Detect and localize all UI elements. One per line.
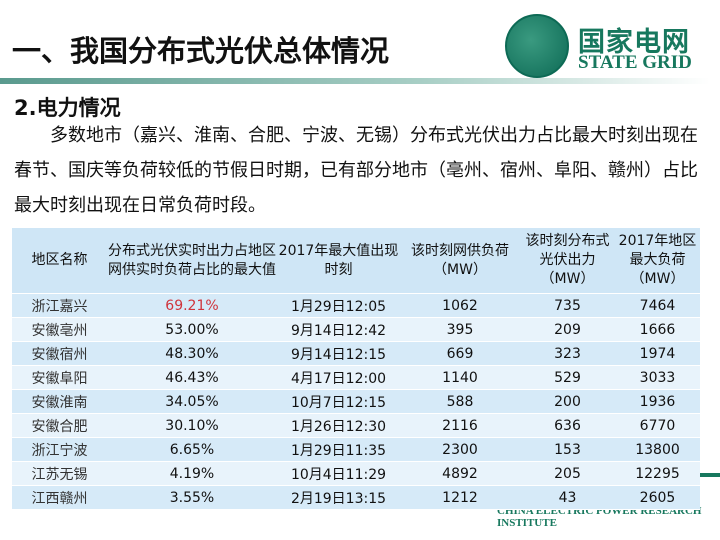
table-cell: 48.30% — [107, 341, 277, 366]
table-cell: 1666 — [615, 317, 700, 342]
table-cell: 1212 — [400, 485, 520, 510]
table-cell: 安徽宿州 — [12, 341, 107, 366]
table-cell: 2605 — [615, 485, 700, 510]
table-cell: 1936 — [615, 389, 700, 414]
table-cell: 153 — [520, 437, 615, 462]
table-cell: 安徽亳州 — [12, 317, 107, 342]
table-cell: 529 — [520, 365, 615, 390]
table-cell: 395 — [400, 317, 520, 342]
logo-en: STATE GRID — [578, 52, 692, 73]
column-header: 该时刻分布式光伏出力（MW） — [520, 228, 615, 294]
table-row: 安徽合肥 30.10% 1月26日12:30 2116 636 6770 — [12, 413, 700, 438]
table-cell: 4.19% — [107, 461, 277, 486]
table-header-row: 地区名称 分布式光伏实时出力占地区网供实时负荷占比的最大值 2017年最大值出现时刻… — [12, 228, 700, 294]
table-row: 安徽宿州 48.30% 9月14日12:15 669 323 1974 — [12, 341, 700, 366]
column-header: 地区名称 — [12, 228, 107, 294]
table-cell: 2300 — [400, 437, 520, 462]
table-cell: 735 — [520, 293, 615, 318]
table-cell: 1月29日12:05 — [277, 293, 400, 318]
column-header: 该时刻网供负荷（MW） — [400, 228, 520, 294]
table-cell: 1140 — [400, 365, 520, 390]
table-cell: 43 — [520, 485, 615, 510]
table-row: 安徽阜阳 46.43% 4月17日12:00 1140 529 3033 — [12, 365, 700, 390]
table-cell: 3033 — [615, 365, 700, 390]
column-header: 分布式光伏实时出力占地区网供实时负荷占比的最大值 — [107, 228, 277, 294]
table-row: 江苏无锡 4.19% 10月4日11:29 4892 205 12295 — [12, 461, 700, 486]
table-cell: 2116 — [400, 413, 520, 438]
table-cell: 13800 — [615, 437, 700, 462]
table-cell: 9月14日12:15 — [277, 341, 400, 366]
table-cell: 江苏无锡 — [12, 461, 107, 486]
table-cell: 588 — [400, 389, 520, 414]
section-subtitle: 2.电力情况 — [14, 96, 121, 120]
table-cell: 10月7日12:15 — [277, 389, 400, 414]
table-row: 安徽淮南 34.05% 10月7日12:15 588 200 1936 — [12, 389, 700, 414]
table-cell: 7464 — [615, 293, 700, 318]
table-row: 江西赣州 3.55% 2月19日13:15 1212 43 2605 — [12, 485, 700, 510]
table-cell: 9月14日12:42 — [277, 317, 400, 342]
body-paragraph: 多数地市（嘉兴、淮南、合肥、宁波、无锡）分布式光伏出力占比最大时刻出现在春节、国… — [14, 125, 698, 216]
data-table: 地区名称 分布式光伏实时出力占地区网供实时负荷占比的最大值 2017年最大值出现时刻… — [12, 228, 700, 510]
table-cell: 205 — [520, 461, 615, 486]
table-cell: 53.00% — [107, 317, 277, 342]
table-cell: 636 — [520, 413, 615, 438]
table-cell: 4892 — [400, 461, 520, 486]
table-cell: 安徽合肥 — [12, 413, 107, 438]
table-cell: 6770 — [615, 413, 700, 438]
table-cell: 3.55% — [107, 485, 277, 510]
table-cell: 浙江嘉兴 — [12, 293, 107, 318]
logo-cn: 国家电网 — [578, 27, 690, 58]
table-cell: 12295 — [615, 461, 700, 486]
table-cell: 323 — [520, 341, 615, 366]
table-row: 浙江宁波 6.65% 1月29日11:35 2300 153 13800 — [12, 437, 700, 462]
table-cell: 30.10% — [107, 413, 277, 438]
table-cell: 10月4日11:29 — [277, 461, 400, 486]
table-cell: 209 — [520, 317, 615, 342]
column-header: 2017年地区最大负荷（MW） — [615, 228, 700, 294]
table-row: 浙江嘉兴 69.21% 1月29日12:05 1062 735 7464 — [12, 293, 700, 318]
table-cell: 4月17日12:00 — [277, 365, 400, 390]
table-cell: 1062 — [400, 293, 520, 318]
column-header: 2017年最大值出现时刻 — [277, 228, 400, 294]
table-cell: 1月26日12:30 — [277, 413, 400, 438]
table-cell: 1月29日11:35 — [277, 437, 400, 462]
table-cell: 1974 — [615, 341, 700, 366]
slide-title: 一、我国分布式光伏总体情况 — [12, 34, 390, 68]
table-row: 安徽亳州 53.00% 9月14日12:42 395 209 1666 — [12, 317, 700, 342]
table-cell: 安徽阜阳 — [12, 365, 107, 390]
decor-line — [700, 473, 720, 477]
table-cell: 江西赣州 — [12, 485, 107, 510]
table-cell: 46.43% — [107, 365, 277, 390]
table-cell: 安徽淮南 — [12, 389, 107, 414]
table-cell: 669 — [400, 341, 520, 366]
table-cell: 200 — [520, 389, 615, 414]
table-cell: 2月19日13:15 — [277, 485, 400, 510]
table-cell: 34.05% — [107, 389, 277, 414]
table-cell: 6.65% — [107, 437, 277, 462]
title-divider — [0, 78, 710, 84]
state-grid-globe-icon — [505, 14, 569, 78]
table-cell: 浙江宁波 — [12, 437, 107, 462]
table-cell: 69.21% — [107, 293, 277, 318]
